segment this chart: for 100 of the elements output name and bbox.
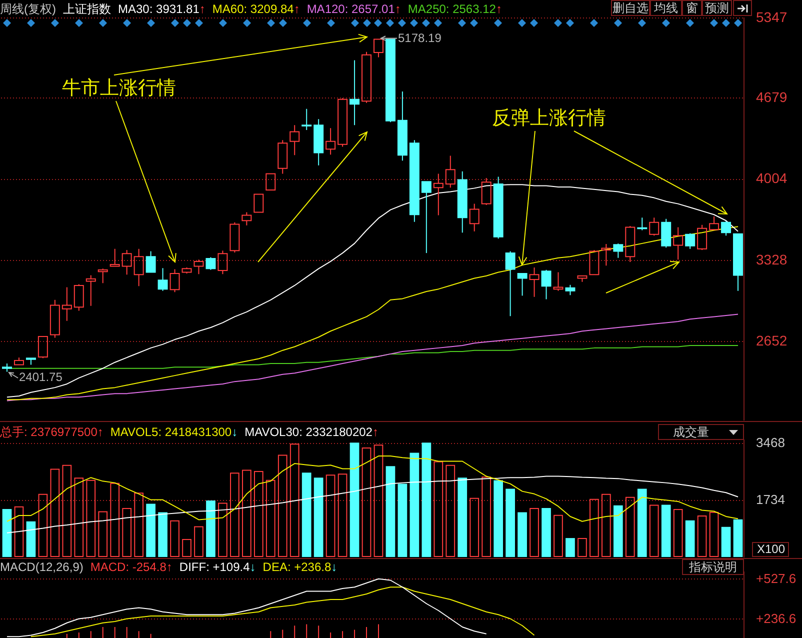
text: 总手: 2376977500↑ (0, 425, 104, 439)
y-tick-label: 3328 (756, 251, 788, 268)
candlestick (86, 274, 96, 306)
bar (182, 539, 192, 557)
bar (50, 468, 60, 557)
candlestick (709, 216, 720, 230)
bar (146, 504, 156, 557)
text: MAVOL30: 2332180202↑ (244, 425, 378, 439)
y-tick-label: 4679 (756, 89, 788, 106)
button: 指标说明 (682, 559, 744, 575)
bar (302, 472, 312, 557)
bar (673, 508, 683, 557)
bar (194, 526, 204, 557)
bar (74, 478, 84, 557)
annotation: 牛市上涨行情 (62, 77, 176, 100)
y-tick-label: +527.6 (756, 570, 796, 586)
candlestick (314, 118, 324, 166)
candlestick (134, 248, 144, 287)
candlestick (326, 128, 336, 156)
text: MA250: 2563.12↑ (408, 2, 502, 16)
bar (578, 538, 587, 557)
chart-subtitle: 周线(复权) (0, 2, 56, 16)
bar (434, 461, 444, 557)
candlestick (445, 155, 456, 188)
bar (518, 512, 527, 557)
candlestick (302, 108, 312, 130)
button: 窗 (682, 0, 702, 16)
annotation: 2401.75 (19, 370, 62, 384)
bar (266, 480, 276, 557)
bar (254, 471, 264, 557)
candlestick (601, 244, 612, 266)
candlestick (290, 124, 300, 156)
bar (374, 444, 384, 557)
bar (338, 474, 348, 557)
candlestick (194, 259, 204, 275)
chart-title: MACD(12,26,9) (0, 560, 84, 574)
bar (362, 448, 372, 557)
bar (482, 476, 492, 557)
y-tick-label: 1734 (756, 492, 785, 507)
candlestick (254, 194, 264, 213)
candlestick (529, 266, 540, 298)
bar (661, 504, 671, 557)
bar (590, 498, 599, 557)
bar (170, 520, 180, 557)
bar (206, 500, 216, 557)
y-axis-title: X100 (752, 542, 790, 557)
y-tick-label: 2652 (756, 332, 788, 349)
candlestick (493, 176, 504, 240)
candlestick (433, 173, 444, 216)
bar (110, 482, 120, 557)
candlestick (673, 226, 684, 260)
annotation: 反弹上涨行情 (492, 107, 606, 130)
bar (458, 478, 468, 557)
candlestick (26, 358, 36, 366)
bar (530, 508, 539, 557)
y-tick-label: +236.6 (756, 610, 796, 626)
bar (38, 494, 48, 557)
y-tick-label: 5347 (756, 8, 788, 25)
y-tick-label: 4004 (756, 170, 788, 186)
candlestick (613, 242, 624, 258)
candlestick (505, 250, 516, 317)
bar (625, 496, 635, 557)
annotation: 5178.19 (398, 31, 442, 45)
bar (470, 498, 480, 557)
y-tick-label: 3468 (756, 435, 785, 450)
text: MACD: -254.8↑ (90, 560, 172, 574)
dropdown: 成交量 (658, 424, 744, 440)
candlestick (350, 60, 360, 126)
bar (410, 452, 420, 557)
candlestick (146, 250, 156, 273)
bar (685, 520, 695, 557)
candlestick (62, 286, 72, 322)
bar (122, 508, 132, 557)
candlestick (517, 272, 528, 296)
bar (134, 492, 144, 557)
bar (506, 488, 515, 557)
bar (386, 466, 396, 557)
bar (649, 504, 659, 557)
bar (230, 472, 240, 557)
candlestick (266, 173, 276, 190)
chart-title: 上证指数 (63, 2, 111, 16)
bar (446, 464, 456, 557)
bar (350, 442, 360, 557)
bar (278, 454, 288, 557)
bar (697, 515, 707, 557)
bar (326, 474, 336, 557)
bar (602, 494, 611, 557)
bar (709, 512, 719, 557)
candlestick (469, 203, 480, 232)
candlestick (374, 38, 384, 58)
text: DIFF: +109.4↓ (179, 560, 256, 574)
bar (494, 480, 504, 557)
bar (637, 488, 647, 557)
bar (86, 480, 96, 557)
text: DEA: +236.8↓ (262, 560, 338, 574)
candlestick (457, 170, 468, 234)
candlestick (409, 140, 420, 222)
bar (314, 478, 324, 557)
candlestick (553, 272, 564, 292)
text: MAVOL5: 2418431300↓ (110, 425, 238, 439)
